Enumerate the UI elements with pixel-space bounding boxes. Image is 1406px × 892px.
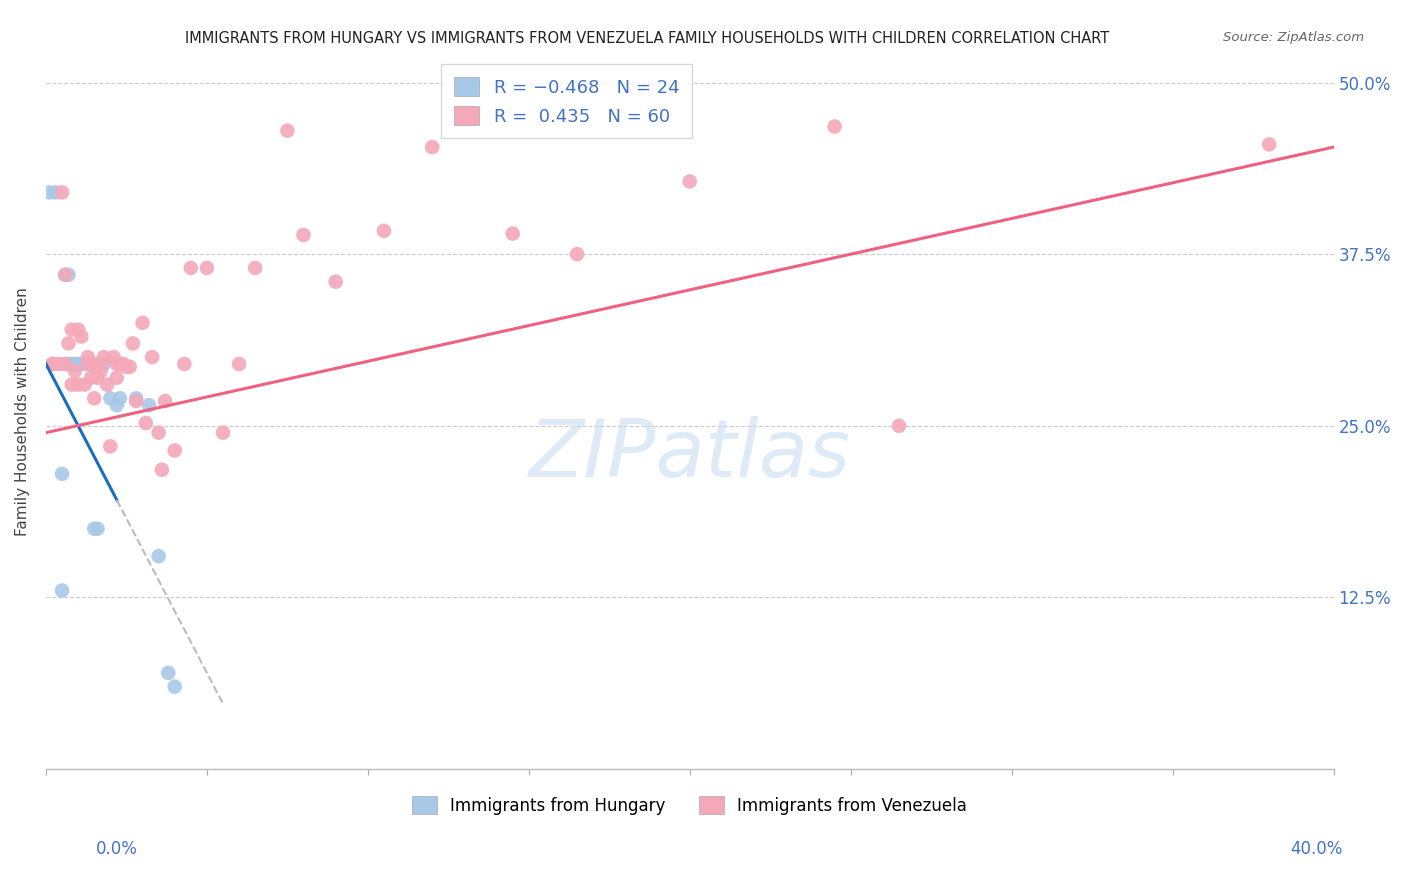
Point: [96, 377, 118, 392]
Point: [98, 439, 121, 453]
Point: [83, 522, 105, 536]
Point: [93, 357, 115, 371]
Point: [98, 392, 121, 406]
Point: [679, 174, 702, 188]
Point: [228, 357, 250, 371]
Point: [76, 350, 98, 364]
Point: [135, 416, 157, 430]
Point: [80, 370, 103, 384]
Point: [90, 357, 112, 371]
Point: [93, 350, 115, 364]
Point: [58, 357, 80, 371]
Point: [195, 260, 218, 275]
Y-axis label: Family Households with Children: Family Households with Children: [15, 288, 30, 536]
Point: [67, 377, 90, 392]
Point: [105, 398, 128, 412]
Point: [53, 268, 76, 282]
Point: [112, 357, 135, 371]
Point: [212, 425, 235, 440]
Point: [163, 443, 186, 458]
Point: [373, 224, 395, 238]
Point: [824, 120, 846, 134]
Point: [103, 350, 125, 364]
Point: [131, 316, 153, 330]
Point: [180, 260, 202, 275]
Point: [80, 357, 103, 371]
Point: [1258, 137, 1281, 152]
Point: [53, 357, 76, 371]
Point: [173, 357, 195, 371]
Point: [420, 140, 443, 154]
Point: [565, 247, 588, 261]
Point: [51, 467, 73, 481]
Point: [60, 357, 83, 371]
Point: [58, 268, 80, 282]
Point: [887, 418, 910, 433]
Point: [86, 522, 108, 536]
Point: [150, 463, 173, 477]
Point: [125, 394, 148, 409]
Point: [51, 186, 73, 200]
Point: [63, 357, 86, 371]
Text: 40.0%: 40.0%: [1291, 840, 1343, 858]
Point: [276, 123, 298, 137]
Point: [325, 275, 347, 289]
Point: [38, 186, 60, 200]
Point: [67, 357, 90, 371]
Legend: Immigrants from Hungary, Immigrants from Venezuela: Immigrants from Hungary, Immigrants from…: [405, 789, 974, 822]
Point: [86, 357, 108, 371]
Point: [148, 549, 170, 564]
Point: [86, 370, 108, 384]
Point: [63, 364, 86, 378]
Point: [148, 425, 170, 440]
Point: [105, 370, 128, 384]
Point: [73, 357, 96, 371]
Point: [108, 392, 131, 406]
Point: [90, 364, 112, 378]
Point: [67, 323, 90, 337]
Point: [115, 359, 138, 374]
Text: ZIPatlas: ZIPatlas: [529, 416, 851, 494]
Point: [53, 268, 76, 282]
Text: 0.0%: 0.0%: [96, 840, 138, 858]
Point: [58, 336, 80, 351]
Text: Source: ZipAtlas.com: Source: ZipAtlas.com: [1223, 31, 1364, 45]
Point: [163, 680, 186, 694]
Point: [292, 227, 315, 242]
Point: [157, 665, 180, 680]
Point: [502, 227, 524, 241]
Point: [122, 336, 145, 351]
Point: [53, 357, 76, 371]
Point: [80, 357, 103, 371]
Point: [245, 260, 267, 275]
Point: [41, 357, 63, 371]
Point: [41, 357, 63, 371]
Point: [153, 394, 176, 409]
Point: [51, 21, 73, 35]
Point: [45, 186, 67, 200]
Point: [60, 323, 83, 337]
Point: [73, 377, 96, 392]
Point: [83, 392, 105, 406]
Point: [138, 398, 160, 412]
Text: IMMIGRANTS FROM HUNGARY VS IMMIGRANTS FROM VENEZUELA FAMILY HOUSEHOLDS WITH CHIL: IMMIGRANTS FROM HUNGARY VS IMMIGRANTS FR…: [184, 31, 1109, 46]
Point: [60, 377, 83, 392]
Point: [76, 357, 98, 371]
Point: [48, 357, 70, 371]
Point: [125, 392, 148, 406]
Point: [108, 357, 131, 371]
Point: [118, 359, 141, 374]
Point: [105, 357, 128, 371]
Point: [70, 329, 93, 343]
Point: [141, 350, 163, 364]
Point: [51, 583, 73, 598]
